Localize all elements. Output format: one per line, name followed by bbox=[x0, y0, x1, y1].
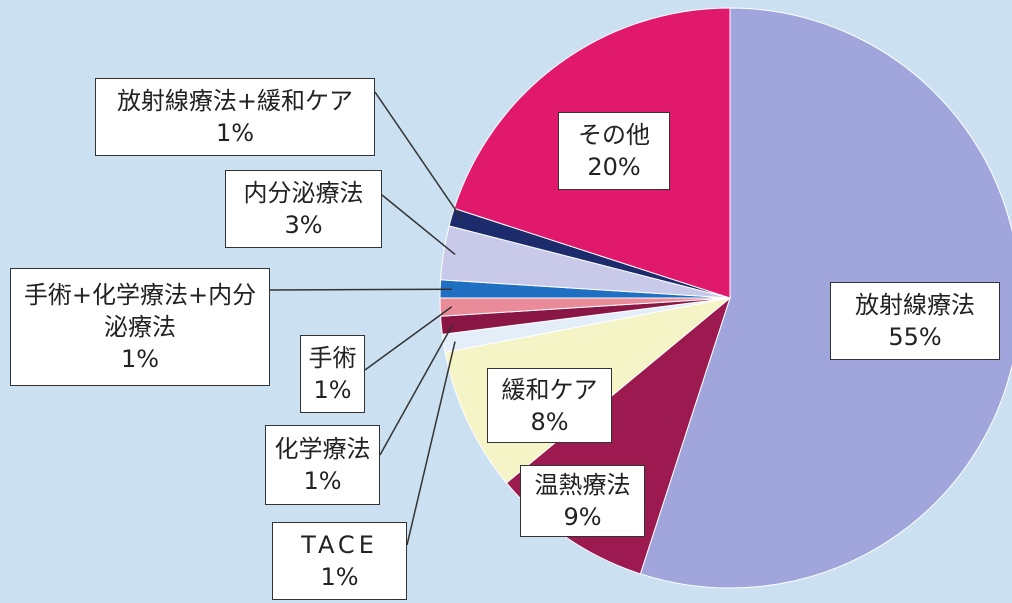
slice-name: 放射線療法 bbox=[855, 291, 975, 319]
leader-line bbox=[379, 323, 454, 456]
leader-line bbox=[374, 91, 464, 221]
slice-value: 20% bbox=[587, 153, 641, 181]
slice-value: 1% bbox=[215, 119, 255, 147]
slice-name: 内分泌療法 bbox=[243, 179, 364, 207]
slice-name: 放射線療法+緩和ケア bbox=[116, 87, 354, 115]
slice-value: 1% bbox=[303, 467, 342, 495]
slice-label: 放射線療法 55% bbox=[830, 282, 1000, 360]
slice-name: 緩和ケア bbox=[501, 375, 598, 404]
slice-label: 手術+化学療法+内分泌療法 1% bbox=[10, 268, 270, 386]
slice-label: 温熱療法 9% bbox=[520, 465, 645, 537]
slice-label: 化学療法 1% bbox=[265, 425, 380, 505]
slice-name: 手術+化学療法+内分泌療法 bbox=[23, 281, 257, 341]
slice-name: 温熱療法 bbox=[534, 471, 631, 499]
slice-value: 9% bbox=[563, 503, 602, 531]
slice-name: TACE bbox=[301, 531, 378, 559]
slice-label: TACE 1% bbox=[272, 522, 407, 600]
slice-name: 化学療法 bbox=[274, 435, 371, 463]
slice-name: その他 bbox=[578, 121, 650, 149]
slice-label: 手術 1% bbox=[300, 335, 365, 413]
slice-value: 8% bbox=[530, 407, 569, 436]
slice-value: 1% bbox=[120, 345, 160, 373]
slice-value: 1% bbox=[313, 376, 352, 404]
slice-label: その他 20% bbox=[558, 112, 670, 190]
leader-line bbox=[381, 194, 456, 256]
pie-slice bbox=[639, 7, 1012, 589]
slice-name: 手術 bbox=[308, 344, 357, 372]
leader-line bbox=[406, 341, 456, 546]
slice-value: 3% bbox=[284, 211, 323, 239]
leader-line bbox=[269, 288, 452, 291]
slice-label: 放射線療法+緩和ケア 1% bbox=[95, 78, 375, 156]
slice-label: 内分泌療法 3% bbox=[225, 170, 382, 248]
slice-value: 1% bbox=[320, 563, 359, 591]
leader-line bbox=[364, 306, 453, 371]
slice-label: 緩和ケア 8% bbox=[487, 368, 612, 443]
slice-value: 55% bbox=[888, 323, 942, 351]
